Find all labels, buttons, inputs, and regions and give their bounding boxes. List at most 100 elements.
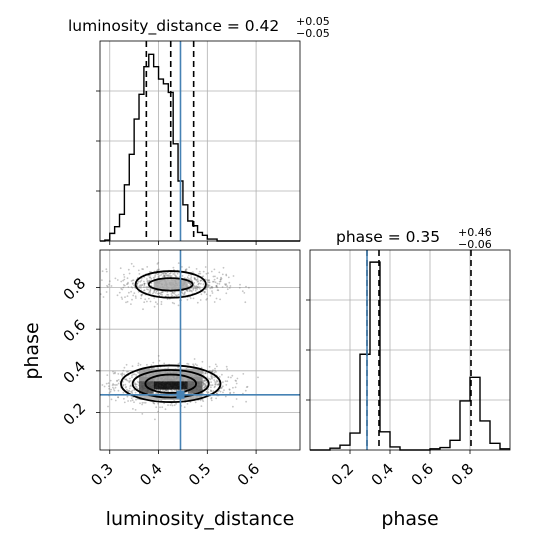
density-sample-point [116,294,119,297]
density-sample-point [123,397,125,400]
density-sample-point [138,285,141,288]
density-contour [134,270,207,299]
density-sample-point [225,384,228,386]
density-sample-point [110,285,113,287]
density-sample-point [108,280,111,283]
density-sample-point [154,289,156,292]
density-sample-point [141,268,144,270]
hist-phase-xtick-label: 0.4 [368,460,398,490]
density-sample-point [214,367,216,370]
density-sample-point [126,295,129,297]
density-sample-point [121,381,124,383]
density-sample-point [185,289,188,292]
hist-ld-title: luminosity_distance = 0.42 [68,17,279,36]
density-sample-point [204,291,206,293]
density-sample-point [170,402,173,405]
density-sample-point [160,291,163,294]
density-sample-point [199,299,202,301]
density-sample-point [92,399,94,401]
hist-phase-title: phase = 0.35 [336,228,440,246]
density-sample-point [136,282,139,285]
density-sample-point [187,281,190,284]
density-sample-point [128,272,131,275]
density-sample-point [245,285,247,288]
density-sample-point [134,383,137,386]
density-sample-point [173,399,176,402]
density-sample-point [140,277,143,280]
density-frame [99,249,301,451]
hist-phase-steps [310,261,510,451]
density-sample-point [190,278,192,280]
density-xlabel: luminosity_distance [106,508,295,530]
density-sample-point [116,379,118,382]
density-sample-point [171,404,174,407]
density-sample-point [203,291,206,294]
density-sample-point [111,384,114,386]
density-sample-point [149,300,152,303]
density-sample-point [137,280,140,283]
density-sample-point [159,293,162,296]
density-sample-point [153,402,156,405]
density-ytick-label: 0.4 [60,357,90,387]
density-sample-point [216,365,218,368]
density-sample-point [206,297,209,300]
density-sample-point [141,283,144,286]
density-sample-point [154,301,157,304]
density-sample-point [105,268,108,271]
density-sample-point [228,281,231,284]
density-sample-point [187,274,190,276]
density-sample-point [127,390,130,393]
density-sample-point [146,282,149,285]
density-sample-point [114,277,117,280]
density-sample-point [131,283,134,285]
density-sample-point [215,379,218,382]
density-sample-point [196,279,198,281]
density-sample-point [135,383,138,386]
density-sample-point [82,296,84,298]
density-sample-point [148,276,151,279]
density-sample-point [131,376,133,378]
density-sample-point [123,401,126,404]
density-sample-point [196,288,199,291]
density-sample-point [224,283,226,285]
density-sample-point [157,276,160,278]
density-sample-point [164,408,167,411]
density-marks [82,250,300,450]
hist-phase-xlabel: phase [381,508,438,530]
density-sample-point [105,382,108,385]
density-sample-point [206,286,209,288]
density-sample-point [112,372,115,375]
density-sample-point [128,380,131,382]
density-sample-point [137,362,140,365]
density-sample-point [139,284,142,287]
density-sample-point [214,275,216,278]
density-sample-point [205,381,208,384]
density-sample-point [161,406,164,409]
density-sample-point [157,402,160,405]
density-sample-point [202,380,205,382]
density-sample-point [196,301,199,304]
density-sample-point [163,275,166,278]
density-sample-point [227,376,230,379]
density-sample-point [89,382,91,384]
density-sample-point [112,383,114,385]
density-sample-point [123,278,126,281]
density-sample-point [177,389,180,392]
density-contour [120,364,222,403]
density-sample-point [139,363,142,366]
density-sample-point [210,384,212,386]
density-sample-point [193,277,196,280]
density-sample-point [148,290,151,293]
density-sample-point [221,286,224,288]
density-sample-point [167,275,170,277]
density-sample-point [127,400,129,402]
density-sample-point [221,373,223,376]
density-sample-point [165,389,167,392]
density-sample-point [190,276,193,279]
density-sample-point [193,282,196,284]
density-sample-point [137,291,140,293]
density-sample-point [171,390,174,392]
density-sample-point [134,382,136,384]
density-sample-point [131,298,133,301]
density-sample-point [165,272,167,275]
